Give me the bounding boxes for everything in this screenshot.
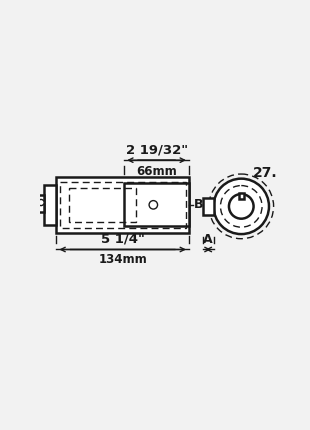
Text: 5 1/4": 5 1/4" [101, 233, 145, 246]
Bar [124, 183, 189, 226]
Bar [60, 182, 186, 228]
Bar [38, 195, 44, 212]
Bar [203, 198, 214, 215]
Bar [69, 188, 136, 222]
Bar [44, 185, 56, 225]
Text: A: A [203, 233, 213, 246]
Circle shape [229, 194, 254, 219]
Text: 2 19/32": 2 19/32" [126, 143, 188, 157]
Text: B: B [193, 198, 203, 211]
Bar [239, 193, 244, 199]
Circle shape [214, 178, 269, 234]
Bar [56, 177, 189, 233]
Text: 134mm: 134mm [98, 253, 147, 266]
Circle shape [149, 200, 157, 209]
Circle shape [38, 200, 44, 206]
Text: 66mm: 66mm [136, 165, 177, 178]
Text: 27.: 27. [253, 166, 277, 180]
